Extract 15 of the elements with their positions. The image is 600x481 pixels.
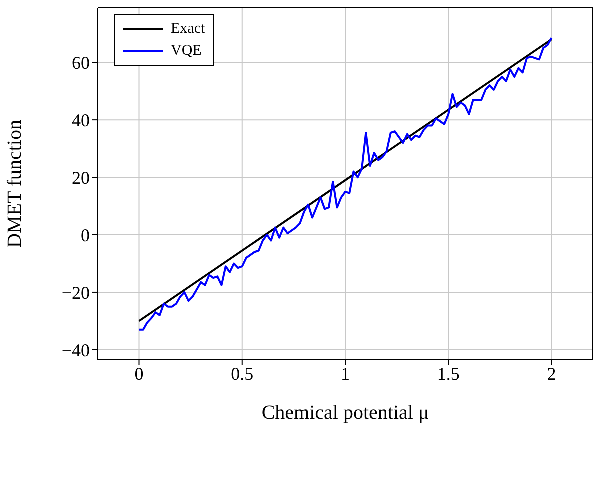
x-tick-label: 2 — [547, 364, 556, 384]
y-tick-label: 20 — [72, 168, 90, 188]
x-tick-label: 1.5 — [437, 364, 460, 384]
y-tick-label: 0 — [81, 225, 90, 246]
legend-label: Exact — [171, 20, 206, 39]
x-axis-title: Chemical potential μ — [262, 402, 430, 424]
y-tick-label: −40 — [62, 340, 90, 360]
x-tick-label: 0.5 — [231, 364, 254, 384]
y-tick-label: 40 — [72, 110, 90, 130]
y-tick-label: 60 — [72, 52, 90, 73]
x-tick-label: 0 — [134, 364, 144, 384]
legend-label: VQE — [171, 42, 202, 61]
y-tick-label: −20 — [62, 282, 90, 303]
y-axis-title: DMET function — [4, 120, 26, 248]
x-tick-label: 1 — [341, 364, 350, 384]
